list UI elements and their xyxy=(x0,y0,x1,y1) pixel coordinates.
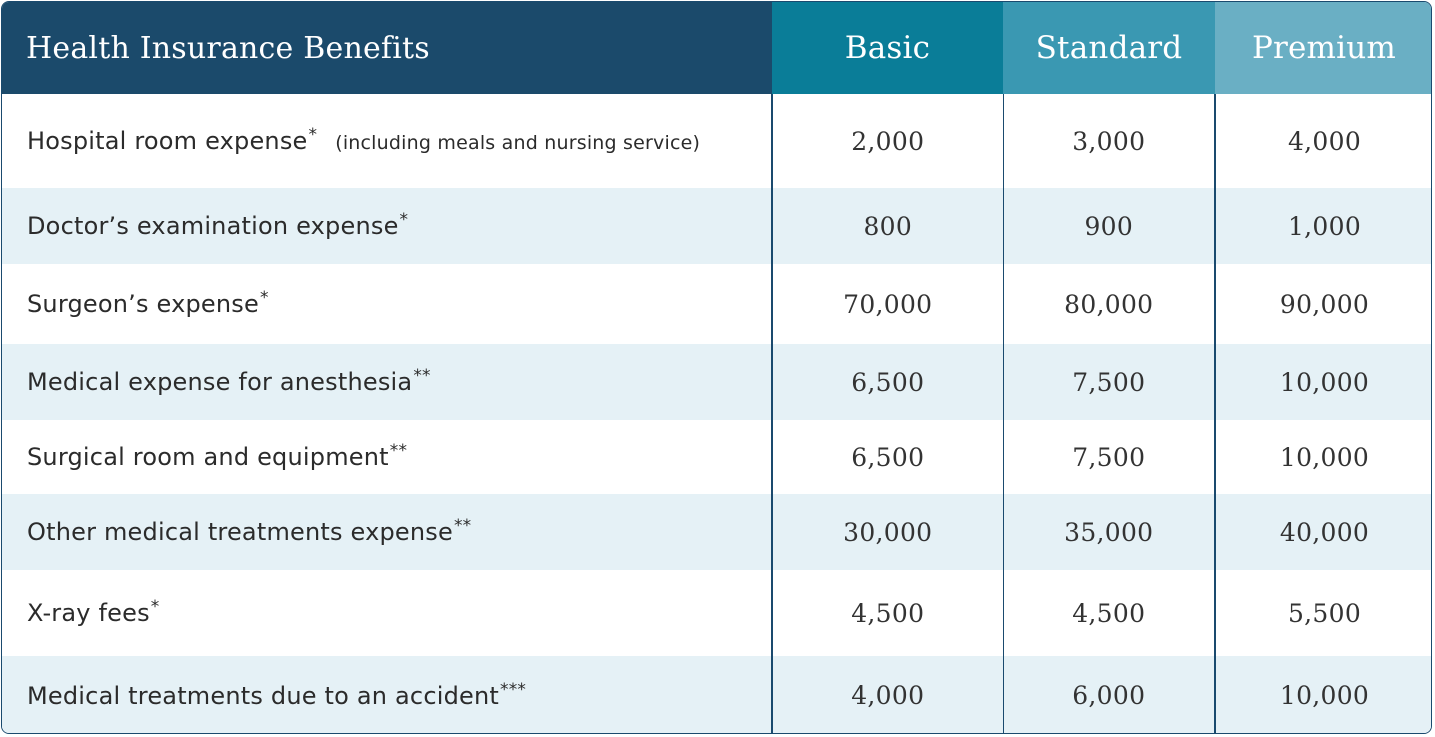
standard-value: 7,500 xyxy=(1002,420,1215,494)
premium-value: 10,000 xyxy=(1214,344,1431,420)
benefit-label: X-ray fees* xyxy=(2,570,772,656)
column-header-basic: Basic xyxy=(772,2,1003,94)
column-header-standard: Standard xyxy=(1003,2,1215,94)
benefit-label: Hospital room expense* (including meals a… xyxy=(2,94,772,188)
footnote-mark: * xyxy=(399,210,409,230)
footnote-mark: * xyxy=(150,597,160,617)
basic-value: 70,000 xyxy=(771,264,1003,344)
table-row: Hospital room expense* (including meals a… xyxy=(2,94,1431,188)
footnote-mark: * xyxy=(308,125,318,145)
standard-value: 7,500 xyxy=(1002,344,1215,420)
premium-value: 40,000 xyxy=(1214,494,1431,570)
benefit-name: X-ray fees xyxy=(27,599,150,627)
table-row: Doctor’s examination expense* 800 900 1,… xyxy=(2,188,1431,264)
column-header-premium: Premium xyxy=(1215,2,1431,94)
footnote-mark: ** xyxy=(453,516,472,536)
basic-value: 800 xyxy=(771,188,1003,264)
benefit-name: Other medical treatments expense xyxy=(27,518,453,546)
benefit-name: Medical treatments due to an accident xyxy=(27,681,500,710)
standard-value: 80,000 xyxy=(1002,264,1215,344)
benefit-label: Doctor’s examination expense* xyxy=(2,188,772,264)
premium-value: 10,000 xyxy=(1214,420,1431,494)
benefit-label: Medical treatments due to an accident*** xyxy=(2,656,772,733)
premium-value: 5,500 xyxy=(1214,570,1431,656)
standard-value: 900 xyxy=(1002,188,1215,264)
basic-value: 6,500 xyxy=(771,344,1003,420)
footnote-mark: *** xyxy=(500,679,527,700)
table-row: Medical treatments due to an accident***… xyxy=(2,656,1431,733)
table-row: Surgical room and equipment** 6,500 7,50… xyxy=(2,420,1431,494)
table-row: X-ray fees* 4,500 4,500 5,500 xyxy=(2,570,1431,656)
basic-value: 6,500 xyxy=(771,420,1003,494)
standard-value: 4,500 xyxy=(1002,570,1215,656)
table-row: Other medical treatments expense** 30,00… xyxy=(2,494,1431,570)
benefit-name: Surgical room and equipment xyxy=(27,443,389,471)
benefit-note: (including meals and nursing service) xyxy=(335,132,701,154)
benefit-label: Surgeon’s expense* xyxy=(2,264,772,344)
benefit-name: Medical expense for anesthesia xyxy=(27,368,413,396)
basic-value: 2,000 xyxy=(771,94,1003,188)
premium-value: 10,000 xyxy=(1214,656,1431,733)
table-row: Medical expense for anesthesia** 6,500 7… xyxy=(2,344,1431,420)
table-row: Surgeon’s expense* 70,000 80,000 90,000 xyxy=(2,264,1431,344)
benefit-label: Medical expense for anesthesia** xyxy=(2,344,772,420)
premium-value: 1,000 xyxy=(1214,188,1431,264)
benefit-name: Surgeon’s expense xyxy=(27,290,259,318)
benefit-name: Hospital room expense xyxy=(27,127,308,155)
footnote-mark: ** xyxy=(389,441,408,461)
benefit-name: Doctor’s examination expense xyxy=(27,212,399,240)
basic-value: 4,000 xyxy=(771,656,1003,733)
benefit-label: Other medical treatments expense** xyxy=(2,494,772,570)
table-header-row: Health Insurance Benefits Basic Standard… xyxy=(2,2,1431,94)
basic-value: 30,000 xyxy=(771,494,1003,570)
standard-value: 6,000 xyxy=(1002,656,1215,733)
premium-value: 90,000 xyxy=(1214,264,1431,344)
footnote-mark: ** xyxy=(413,366,431,386)
basic-value: 4,500 xyxy=(771,570,1003,656)
standard-value: 3,000 xyxy=(1002,94,1215,188)
footnote-mark: * xyxy=(259,288,269,308)
standard-value: 35,000 xyxy=(1002,494,1215,570)
table-title: Health Insurance Benefits xyxy=(2,2,772,94)
premium-value: 4,000 xyxy=(1214,94,1431,188)
benefit-label: Surgical room and equipment** xyxy=(2,420,772,494)
